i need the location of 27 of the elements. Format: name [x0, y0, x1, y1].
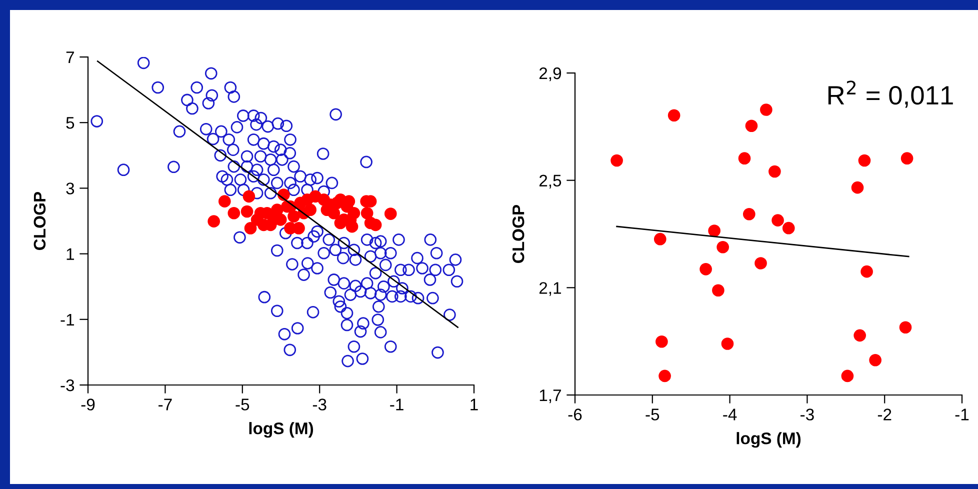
x-tick-label: -1 — [955, 408, 969, 420]
x-tick-label: -9 — [81, 398, 95, 410]
x-axis-title: logS (M) — [249, 422, 314, 438]
x-tick-label: -3 — [800, 408, 814, 420]
y-tick-label: -1 — [60, 314, 74, 326]
y-tick-label: 5 — [66, 117, 74, 129]
x-tick-label: -7 — [158, 398, 172, 410]
y-tick-label: -3 — [60, 379, 74, 392]
annotation: R$^{2}$ = 0,011 — [828, 80, 953, 108]
y-axis-title: CLOGP — [34, 192, 46, 250]
y-tick-label: 1 — [66, 248, 74, 260]
y-tick-label: 2,1 — [539, 282, 561, 296]
x-tick-label: -6 — [568, 408, 582, 420]
y-axis-title: CLOGP — [512, 204, 524, 263]
x-tick-label: -1 — [390, 398, 404, 410]
x-tick-label: -5 — [236, 398, 250, 410]
x-tick-label: 1 — [470, 398, 478, 410]
y-tick-label: 3 — [66, 182, 74, 194]
x-tick-label: -5 — [646, 408, 660, 420]
y-tick-label: 2,9 — [539, 67, 562, 82]
y-tick-label: 7 — [66, 52, 74, 64]
x-tick-label: -3 — [312, 398, 326, 410]
x-tick-label: -4 — [723, 408, 737, 420]
y-tick-label: 1,7 — [540, 390, 561, 404]
x-tick-label: -2 — [878, 408, 892, 420]
x-axis-title: logS (M) — [736, 432, 801, 448]
y-tick-label: 2,5 — [539, 174, 562, 189]
